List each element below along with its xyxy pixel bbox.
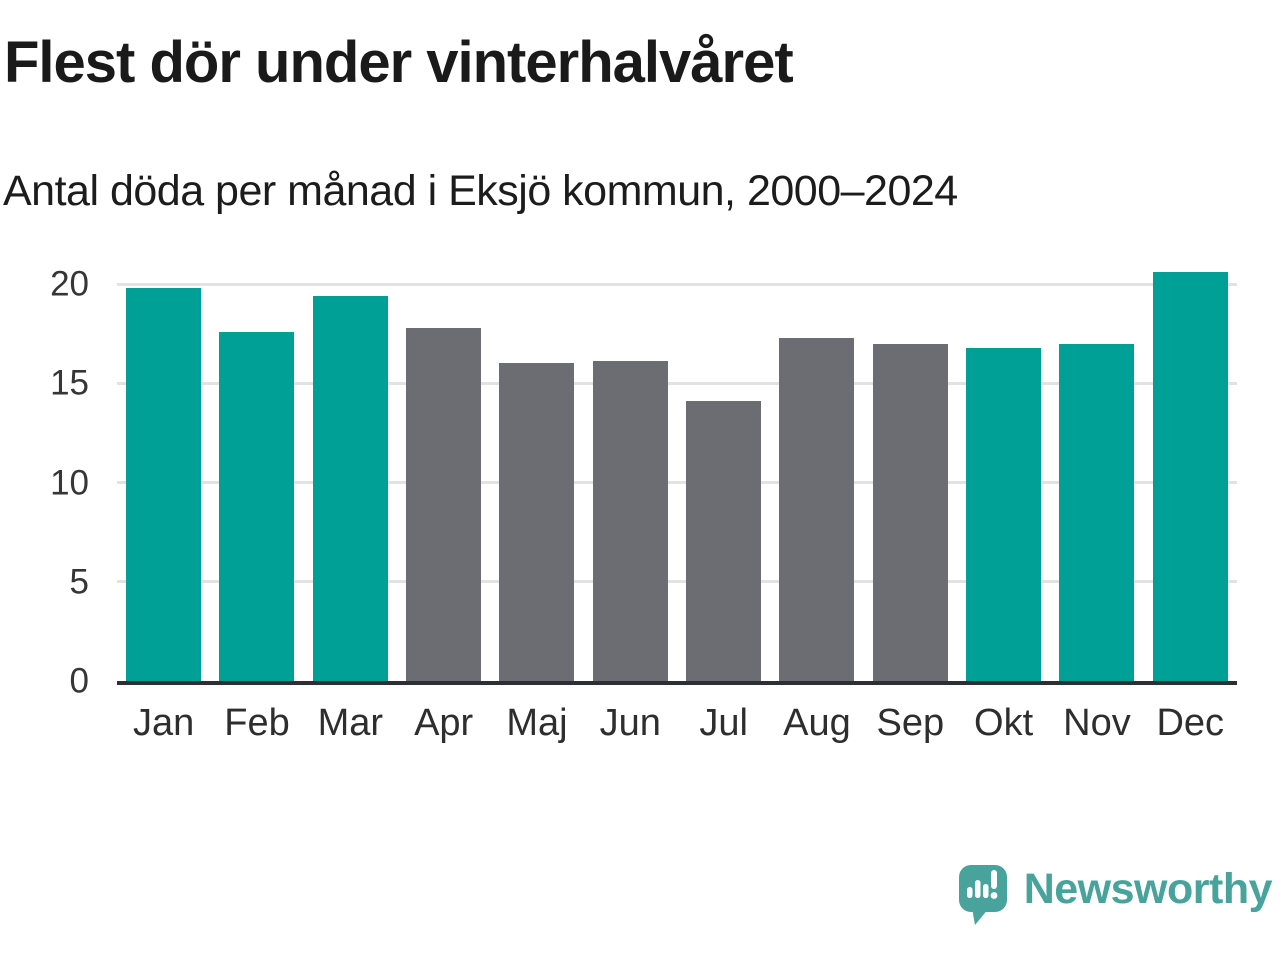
bar-slot-nov [1050,262,1143,681]
chart-title: Flest dör under vinterhalvåret [4,30,794,95]
bar-jul [686,401,762,681]
x-tick-label-dec: Dec [1156,702,1225,744]
bar-aug [779,337,855,681]
y-tick-label-20: 20 [50,264,89,304]
x-tick-label-jun: Jun [599,702,661,744]
gridline-5 [117,580,1237,584]
x-tick-label-apr: Apr [414,702,474,744]
bar-slot-dec [1144,262,1237,681]
bar-slot-apr [397,262,490,681]
bar-maj [499,363,575,681]
bar-slot-jun [584,262,677,681]
bar-slot-okt [957,262,1050,681]
bar-feb [219,331,295,681]
bar-slot-mar [304,262,397,681]
bar-slot-feb [210,262,303,681]
bar-dec [1152,272,1228,681]
newsworthy-logo: Newsworthy [958,864,1273,927]
x-tick-label-jul: Jul [699,702,748,744]
x-tick-label-aug: Aug [783,702,851,744]
x-tick-label-jan: Jan [133,702,195,744]
bar-nov [1059,343,1135,681]
gridline-20 [117,282,1237,286]
newsworthy-speech-bubble-barchart-icon [958,865,1007,925]
bar-apr [406,327,482,681]
chart-subtitle: Antal döda per månad i Eksjö kommun, 200… [3,167,958,215]
bar-jan [126,287,202,681]
x-tick-label-feb: Feb [224,702,290,744]
gridline-10 [117,481,1237,484]
x-tick-label-nov: Nov [1063,702,1131,744]
bar-slot-jan [117,262,210,681]
bar-jun [592,361,668,681]
x-tick-label-mar: Mar [317,702,384,744]
newsworthy-logo-text: Newsworthy [1023,865,1273,913]
x-tick-label-sep: Sep [876,702,945,744]
y-tick-label-5: 5 [69,562,89,602]
bar-sep [872,343,948,681]
y-tick-label-15: 15 [50,363,89,403]
bar-mar [312,295,388,681]
bar-slot-jul [677,262,770,681]
x-tick-label-maj: Maj [506,702,568,744]
bar-slot-aug [770,262,863,681]
x-axis-labels: Jan Feb Mar Apr Maj Jun Jul Aug Sep Okt Nov Dec [117,700,1237,748]
bars-container [117,262,1237,681]
x-tick-label-okt: Okt [974,702,1034,744]
plot-area: 0 5 10 15 20 [50,262,1237,699]
y-tick-label-10: 10 [50,463,89,502]
gridline-15 [117,381,1237,385]
bar-okt [966,347,1042,681]
bar-slot-sep [864,262,957,681]
bar-slot-maj [490,262,583,681]
y-tick-label-0: 0 [69,661,89,701]
